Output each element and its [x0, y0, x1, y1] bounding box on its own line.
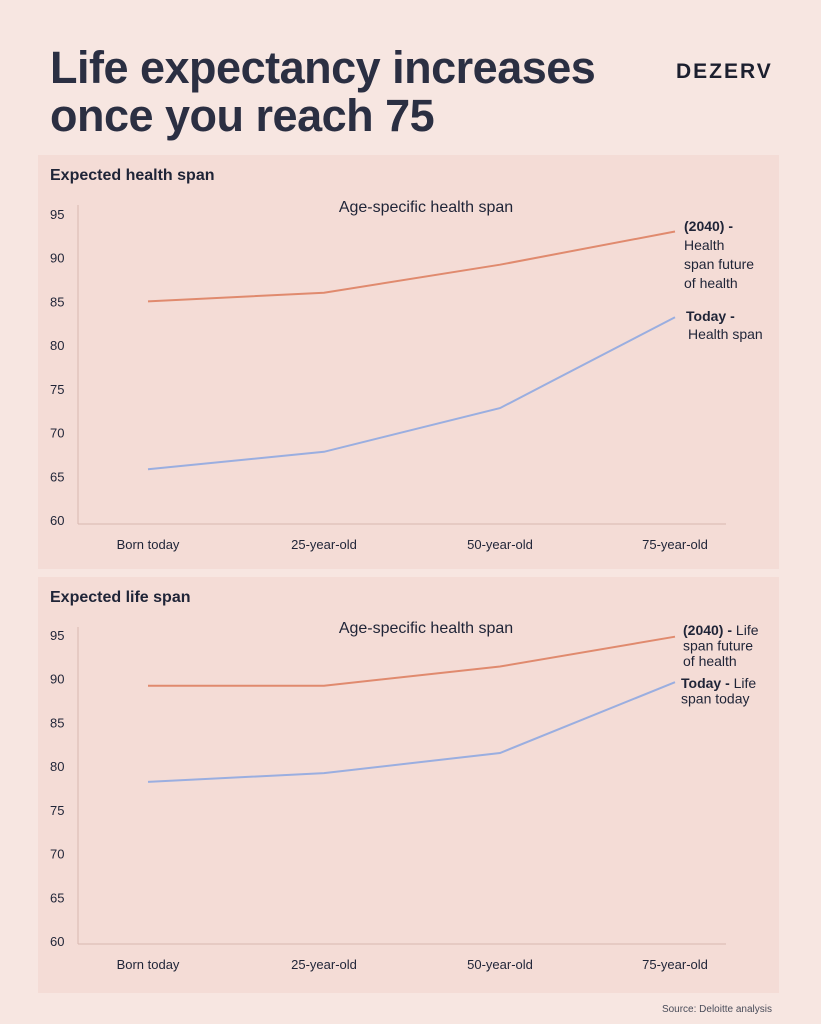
- x-tick-label: 50-year-old: [467, 537, 533, 552]
- series-line-future: [147, 230, 676, 303]
- y-tick-label: 95: [50, 207, 64, 222]
- y-tick-label: 60: [50, 513, 64, 528]
- series-line-today: [147, 316, 676, 471]
- series-line-future: [148, 635, 676, 687]
- series-line-today: [147, 681, 676, 783]
- chart-title: Age-specific health span: [339, 620, 513, 637]
- series-label-future: (2040) - Life span future of health: [683, 622, 759, 669]
- y-tick-label: 60: [50, 934, 64, 949]
- panel-title-life-span: Expected life span: [50, 589, 191, 606]
- source-note: Source: Deloitte analysis: [661, 1004, 772, 1015]
- x-tick-label: Born today: [117, 537, 180, 552]
- panel-title-health-span: Expected health span: [50, 167, 215, 184]
- y-tick-label: 65: [50, 469, 64, 484]
- y-tick-label: 75: [50, 803, 64, 818]
- page-title: Life expectancy increases once you reach…: [50, 42, 596, 141]
- y-tick-label: 70: [50, 426, 64, 441]
- x-tick-label: 75-year-old: [642, 957, 708, 972]
- y-tick-label: 80: [50, 759, 64, 774]
- health-span-panel: Expected health span Age-specific health…: [38, 155, 779, 569]
- life-span-panel: Expected life span Age-specific health s…: [38, 577, 779, 993]
- health-span-chart: Age-specific health span 95 90 85 80 75 70 65 60…: [50, 199, 763, 552]
- y-tick-label: 85: [50, 715, 64, 730]
- y-tick-label: 75: [50, 382, 64, 397]
- x-tick-label: 50-year-old: [467, 957, 533, 972]
- series-label-today: Today - Life span today: [681, 675, 756, 707]
- series-label-today: Today -Health span: [686, 308, 763, 342]
- series-label-future: (2040) -Health span future of health: [684, 218, 754, 291]
- y-tick-label: 90: [50, 672, 64, 687]
- life-span-chart: Age-specific health span 95 90 85 80 75 70 65 60…: [50, 620, 759, 972]
- chart-title: Age-specific health span: [339, 199, 513, 216]
- y-tick-label: 80: [50, 338, 64, 353]
- y-tick-label: 65: [50, 890, 64, 905]
- x-tick-label: 25-year-old: [291, 537, 357, 552]
- x-tick-label: 75-year-old: [642, 537, 708, 552]
- y-tick-label: 90: [50, 251, 64, 266]
- y-tick-label: 70: [50, 847, 64, 862]
- x-tick-label: 25-year-old: [291, 957, 357, 972]
- brand-logo: DEZERV: [676, 60, 773, 83]
- y-tick-label: 85: [50, 294, 64, 309]
- x-tick-label: Born today: [117, 957, 180, 972]
- y-tick-label: 95: [50, 628, 64, 643]
